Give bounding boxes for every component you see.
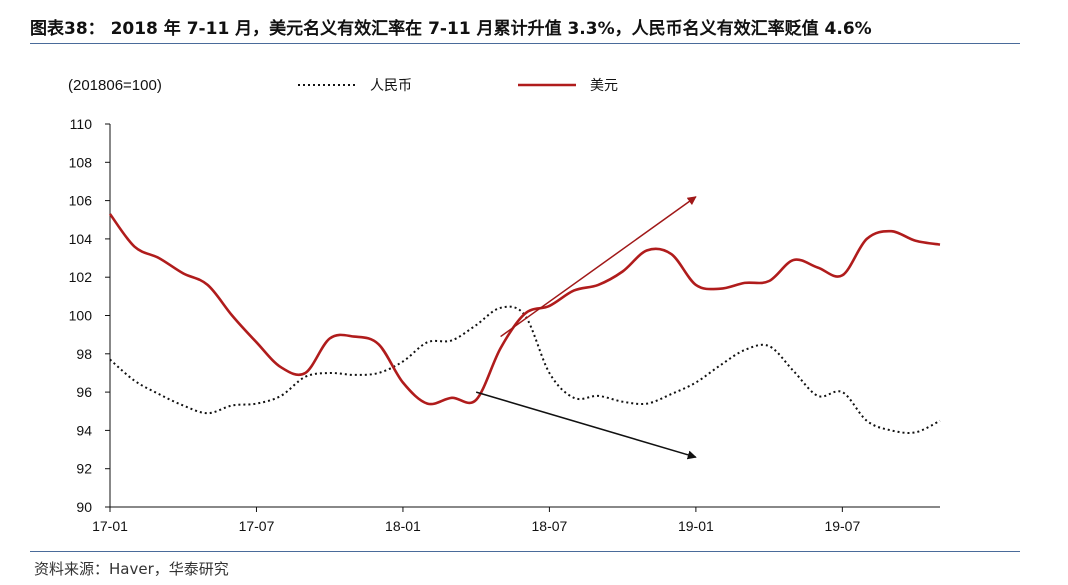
y-tick-label: 90 [76,499,92,515]
legend: 人民币 美元 [298,78,618,94]
y-tick-label: 110 [70,116,93,132]
y-tick-label: 96 [76,384,92,400]
rmb-series-line [109,305,941,434]
x-tick-label: 18-07 [532,518,568,534]
series-group [108,213,941,434]
source-divider [30,551,1020,552]
legend-usd-label: 美元 [590,78,618,94]
legend-rmb-label: 人民币 [370,78,412,94]
y-tick-label: 100 [69,308,93,324]
x-tick-label: 19-01 [678,518,714,534]
y-tick-label: 98 [76,346,92,362]
x-tick-label: 17-01 [92,518,128,534]
y-tick-label: 108 [69,154,93,170]
axes: 90 92 94 96 98 100 102 104 106 108 110 17-01 17-07 18… [69,116,940,534]
source-note: 资料来源：Haver，华泰研究 [34,560,229,578]
trend-arrows [475,196,697,460]
x-tick-label: 17-07 [239,518,275,534]
chart-title: 图表38： 2018 年 7-11 月，美元名义有效汇率在 7-11 月累计升值… [30,19,872,39]
title-divider [30,43,1020,44]
y-tick-label: 104 [69,231,93,247]
x-tick-label: 19-07 [824,518,860,534]
unit-label: (201806=100) [68,77,162,94]
y-tick-label: 106 [69,193,93,209]
y-tick-label: 94 [76,422,92,438]
y-tick-label: 92 [76,461,92,477]
x-tick-label: 18-01 [385,518,421,534]
up-trend-arrow [500,196,697,338]
down-trend-arrow [475,391,697,460]
usd-series-line [108,213,941,406]
y-tick-label: 102 [69,269,93,285]
